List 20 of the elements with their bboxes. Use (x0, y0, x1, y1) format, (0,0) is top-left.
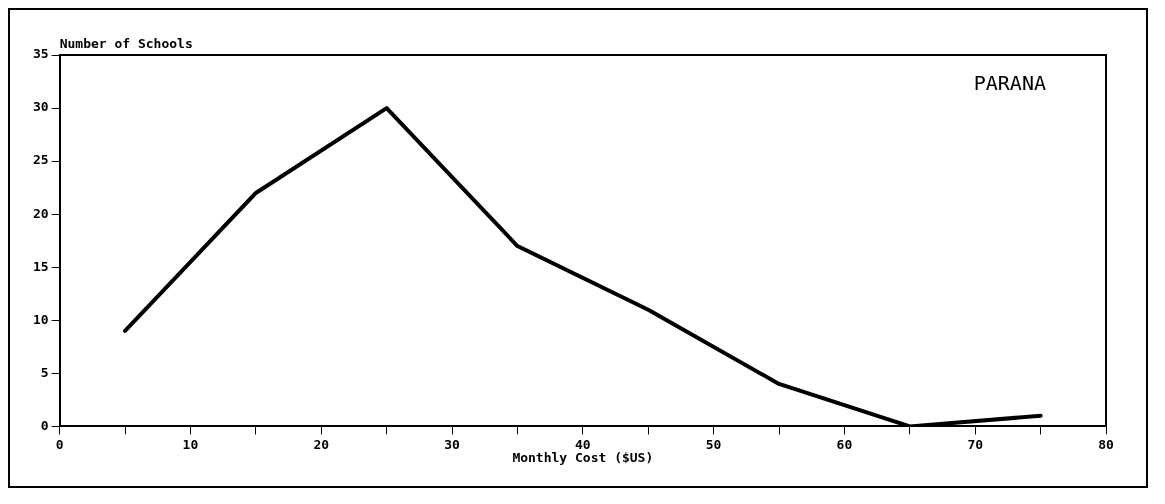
x-axis-title: Monthly Cost ($US) (512, 450, 654, 466)
y-tick-label: 25 (33, 152, 49, 168)
y-tick-label: 10 (33, 311, 49, 327)
x-tick-label: 0 (55, 436, 64, 452)
x-tick-label: 40 (575, 436, 591, 452)
y-tick-label: 5 (40, 364, 49, 380)
y-axis-title: Number of Schools (59, 35, 193, 51)
x-tick-label: 20 (313, 436, 330, 452)
x-tick-label: 10 (182, 436, 199, 452)
y-tick-label: 15 (33, 258, 49, 274)
y-tick-label: 0 (40, 417, 49, 433)
x-tick-label: 80 (1098, 436, 1114, 452)
x-tick-label: 60 (836, 436, 853, 452)
y-tick-label: 20 (33, 205, 49, 221)
y-tick-label: 35 (33, 46, 49, 62)
x-tick-label: 50 (705, 436, 722, 452)
y-tick-label: 30 (33, 99, 49, 115)
annotation: PARANA (973, 71, 1046, 96)
x-tick-label: 30 (444, 436, 461, 452)
x-tick-label: 70 (967, 436, 984, 452)
